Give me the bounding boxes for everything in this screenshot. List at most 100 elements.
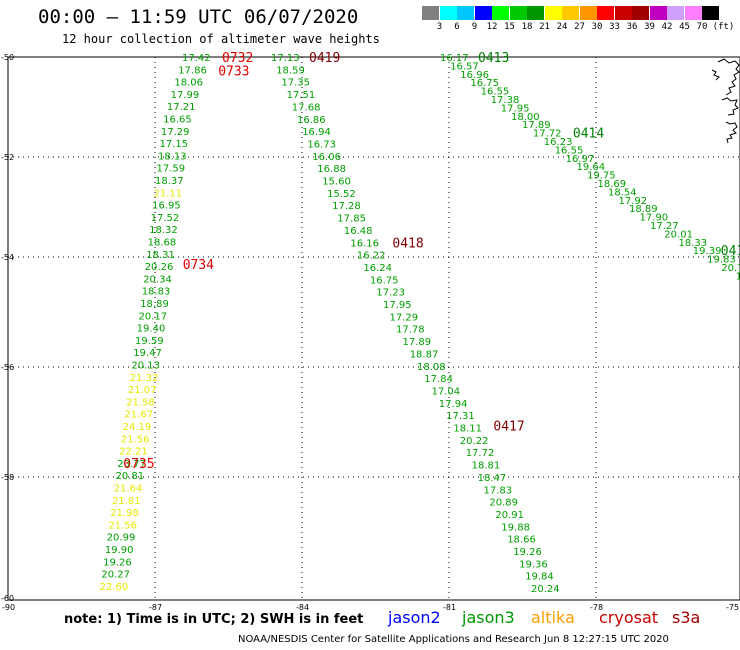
swh-value: 18.81 <box>472 461 501 472</box>
swh-value: 21.56 <box>121 434 150 445</box>
colorbar-swatch <box>509 6 527 20</box>
swh-value: 17.99 <box>171 90 200 101</box>
lon-label: -78 <box>590 603 603 612</box>
lon-label: -81 <box>443 603 456 612</box>
swh-value: 19.40 <box>137 324 166 335</box>
colorbar-label: 27 <box>574 22 585 32</box>
swh-value: 15.52 <box>327 189 356 200</box>
map-title: 00:00 – 11:59 UTC 06/07/2020 <box>38 6 359 28</box>
swh-value: 20.26 <box>145 262 174 273</box>
colorbar-swatch <box>527 6 544 20</box>
swh-value: 19.83 <box>707 255 736 266</box>
colorbar-label: 36 <box>626 22 638 32</box>
swh-value: 18.00 <box>511 112 540 123</box>
swh-value: 17.35 <box>281 78 310 89</box>
swh-value: 18.11 <box>453 424 482 435</box>
colorbar-label: 15 <box>504 22 515 32</box>
swh-value: 16.57 <box>450 61 479 72</box>
swh-value: 21.58 <box>126 397 155 408</box>
swh-value: 22.21 <box>119 447 148 458</box>
lat-label: -50 <box>1 53 14 62</box>
swh-value: 17.15 <box>160 139 189 150</box>
swh-value: 18.66 <box>507 535 536 546</box>
pass-time-label: 0734 <box>183 258 214 273</box>
swh-value: 17.84 <box>424 374 453 385</box>
swh-value: 20.89 <box>489 498 518 509</box>
pass-time-label: 0419 <box>309 51 340 66</box>
colorbar-swatch <box>492 6 509 20</box>
colorbar-swatch <box>439 6 457 20</box>
colorbar-swatch <box>667 6 684 20</box>
swh-value: 20.13 <box>131 361 160 372</box>
colorbar-label: 42 <box>661 22 673 32</box>
swh-value: 17.13 <box>271 53 300 64</box>
swh-value: 18.54 <box>608 187 637 198</box>
swh-value: 16.24 <box>363 263 392 274</box>
swh-value: 18.89 <box>140 299 169 310</box>
swh-value: 21.32 <box>130 373 159 384</box>
swh-value: 21.11 <box>154 188 183 199</box>
swh-value: 16.75 <box>370 275 399 286</box>
swh-value: 18.06 <box>174 78 203 89</box>
swh-value: 17.72 <box>533 129 562 140</box>
lon-label: -87 <box>149 603 162 612</box>
swh-value: 17.27 <box>650 221 679 232</box>
credit-line: NOAA/NESDIS Center for Satellite Applica… <box>238 634 669 645</box>
swh-value: 24.19 <box>123 422 152 433</box>
swh-value: 18.31 <box>146 250 175 261</box>
swh-value: 16.88 <box>317 164 346 175</box>
swh-value: 17.85 <box>337 214 366 225</box>
swh-value: 17.92 <box>619 196 648 207</box>
swh-value: 19.75 <box>587 171 616 182</box>
pass-time-label: 0733 <box>218 64 249 79</box>
swh-value: 17.59 <box>157 164 186 175</box>
colorbar-swatch <box>562 6 579 20</box>
colorbar-swatch <box>597 6 614 20</box>
swh-value: 20.24 <box>531 584 560 595</box>
colorbar-swatch <box>702 6 719 20</box>
swh-value: 16.23 <box>544 137 573 148</box>
colorbar-swatch <box>422 6 439 20</box>
colorbar-label: 24 <box>556 22 568 32</box>
swh-value: 16.55 <box>481 87 510 98</box>
swh-value: 15.60 <box>322 177 351 188</box>
map-subtitle: 12 hour collection of altimeter wave hei… <box>62 32 380 46</box>
lat-label: -60 <box>1 594 14 603</box>
swh-value: 17.29 <box>161 127 190 138</box>
swh-value: 19.26 <box>513 547 542 558</box>
swh-value: 17.89 <box>522 120 551 131</box>
swh-value: 17.51 <box>287 90 316 101</box>
colorbar-swatch <box>544 6 562 20</box>
swh-value: 19.47 <box>133 348 162 359</box>
swh-value: 17.95 <box>383 300 412 311</box>
swh-value: 19.84 <box>525 572 554 583</box>
swh-value: 19.39 <box>693 246 722 257</box>
legend-jason3: jason3 <box>462 608 515 627</box>
colorbar-swatch <box>457 6 474 20</box>
pass-time-label: 0735 <box>123 457 154 472</box>
swh-value: 19.64 <box>577 162 606 173</box>
swh-value: 18.83 <box>142 287 171 298</box>
colorbar-label: 39 <box>644 22 655 32</box>
colorbar-swatch <box>684 6 702 20</box>
swh-value: 20.91 <box>495 510 524 521</box>
swh-value: 20.76 <box>721 263 740 274</box>
swh-value: 20.99 <box>107 533 136 544</box>
swh-value: 17.94 <box>439 399 468 410</box>
swh-value: 16.17 <box>440 53 469 64</box>
swh-value: 16.96 <box>460 70 489 81</box>
track-east: 16.1716.5716.9616.7516.5517.3817.9518.00… <box>440 51 740 282</box>
legend-s3a: s3a <box>672 608 701 627</box>
swh-value: 21.07 <box>128 385 157 396</box>
swh-value: 17.78 <box>396 325 425 336</box>
pass-time-label: 0413 <box>478 51 509 66</box>
swh-value: 21.98 <box>110 508 139 519</box>
pass-time-label: 0732 <box>222 51 253 66</box>
swh-value: 19.26 <box>103 557 132 568</box>
swh-value: 20.34 <box>143 274 172 285</box>
swh-value: 17.95 <box>501 103 530 114</box>
swh-value: 18.47 <box>478 473 507 484</box>
colorbar-swatch <box>474 6 492 20</box>
